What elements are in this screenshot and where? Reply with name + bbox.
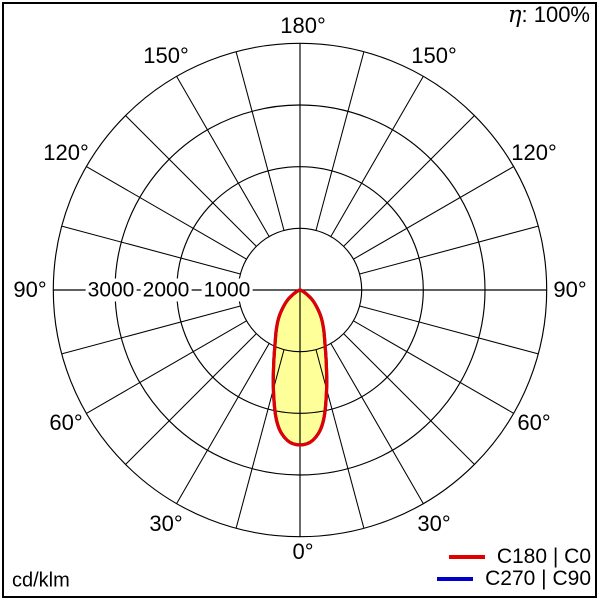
legend: C180 | C0 C270 | C90 bbox=[437, 545, 591, 590]
legend-line-blue bbox=[437, 577, 474, 581]
eta-value: : 100% bbox=[521, 2, 591, 27]
angle-label-180-top: 180° bbox=[280, 13, 326, 38]
grid-radial-line bbox=[315, 51, 365, 231]
grid-radial-line bbox=[86, 320, 247, 414]
grid-radial-line bbox=[343, 333, 475, 465]
radial-label-1000: 1000 bbox=[201, 278, 253, 302]
angle-label-90-left: 90° bbox=[13, 277, 47, 302]
angle-label-120-left: 120° bbox=[43, 140, 89, 165]
grid-radial-line bbox=[125, 333, 257, 465]
grid-radial-line bbox=[176, 343, 270, 504]
grid-radial-line bbox=[125, 115, 257, 247]
grid-radial-line bbox=[315, 349, 365, 529]
eta-symbol: η bbox=[507, 2, 522, 28]
efficiency-label: η: 100% bbox=[508, 2, 590, 28]
angle-label-120-right: 120° bbox=[511, 140, 557, 165]
grid-radial-line bbox=[343, 115, 475, 247]
grid-radial-line bbox=[353, 166, 514, 260]
radial-label-3000: 3000 bbox=[85, 278, 137, 302]
legend-label-c90: C270 | C90 bbox=[485, 567, 591, 590]
grid-radial-line bbox=[86, 166, 247, 260]
radial-label-2000: 2000 bbox=[140, 278, 192, 302]
angle-label-0-bottom: 0° bbox=[292, 539, 314, 564]
grid-radial-line bbox=[61, 225, 241, 275]
units-label: cd/klm bbox=[12, 569, 70, 592]
angle-label-90-right: 90° bbox=[553, 277, 587, 302]
legend-label-c0: C180 | C0 bbox=[496, 545, 591, 568]
grid-radial-line bbox=[235, 51, 285, 231]
grid-radial-line bbox=[359, 305, 539, 355]
angle-label-30-left: 30° bbox=[149, 511, 183, 536]
grid-radial-line bbox=[330, 76, 424, 237]
intensity-curve-c180-c0 bbox=[271, 288, 329, 447]
grid-radial-line bbox=[330, 343, 424, 504]
angle-label-30-right: 30° bbox=[417, 511, 451, 536]
grid-radial-line bbox=[61, 305, 241, 355]
grid-radial-line bbox=[176, 76, 270, 237]
angle-label-60-left: 60° bbox=[49, 410, 83, 435]
legend-line-red bbox=[448, 555, 485, 559]
angle-label-60-right: 60° bbox=[517, 410, 551, 435]
grid-radial-line bbox=[353, 320, 514, 414]
legend-row-c0: C180 | C0 bbox=[437, 545, 591, 568]
angle-label-150-right: 150° bbox=[411, 43, 457, 68]
legend-row-c90: C270 | C90 bbox=[437, 567, 591, 590]
grid-radial-line bbox=[359, 225, 539, 275]
angle-label-150-left: 150° bbox=[143, 43, 189, 68]
grid-radial-line bbox=[235, 349, 285, 529]
